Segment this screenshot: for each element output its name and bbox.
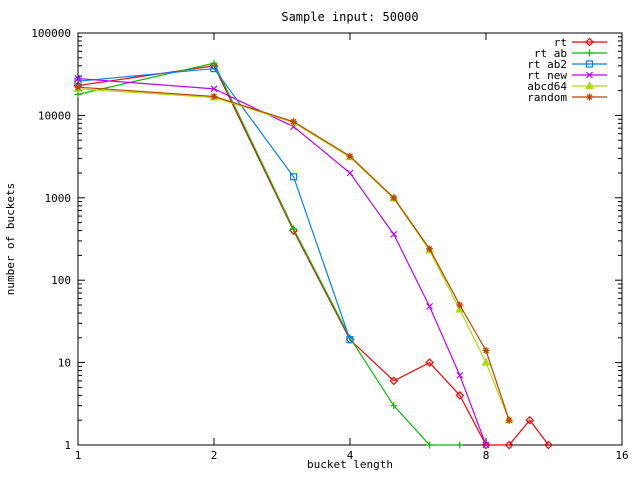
diamond-marker	[504, 440, 514, 450]
square-marker	[210, 64, 218, 73]
series-rt-new	[74, 75, 490, 449]
series-random	[74, 83, 513, 424]
plus-marker	[290, 225, 298, 233]
x-tick-label: 2	[211, 449, 218, 462]
legend-label: rt ab2	[527, 58, 567, 71]
legend-item-rt-ab2: rt ab2	[527, 58, 607, 71]
asterisk-marker	[505, 416, 513, 424]
legend-item-rt-ab: rt ab	[534, 47, 607, 60]
tick-labels: 1 2 4 8 16 1 10 100 1000 10000 100000	[31, 27, 628, 462]
plus-marker	[586, 49, 593, 57]
diamond-marker	[425, 358, 434, 367]
plot-border	[77, 32, 623, 446]
cross-marker	[390, 230, 398, 238]
legend-label: rt ab	[534, 47, 567, 60]
diamond-marker	[544, 440, 553, 450]
chart-title: Sample input: 50000	[281, 10, 418, 24]
y-axis-label: number of buckets	[4, 183, 17, 296]
cross-marker	[346, 169, 354, 177]
y-tick-label: 10	[58, 357, 71, 370]
x-tick-label: 1	[75, 449, 82, 462]
plus-marker	[74, 90, 82, 98]
cross-marker	[426, 303, 433, 310]
series-line	[77, 67, 351, 340]
cross-marker	[456, 371, 464, 379]
triangle-marker	[481, 357, 491, 366]
y-tick-label: 1	[64, 439, 71, 452]
square-marker	[346, 336, 354, 344]
x-axis-label: bucket length	[307, 458, 393, 471]
series-rt-ab	[74, 59, 464, 449]
series-line	[77, 77, 487, 446]
y-tick-label: 1000	[45, 192, 72, 205]
diamond-marker	[455, 391, 465, 400]
asterisk-marker	[482, 347, 490, 355]
diamond-marker	[389, 376, 399, 386]
y-tick-label: 100	[51, 274, 71, 287]
square-marker	[585, 60, 594, 68]
legend-item-rt: rt	[554, 36, 607, 49]
legend-item-abcd64: abcd64	[527, 80, 607, 93]
asterisk-marker	[346, 152, 354, 160]
plus-marker	[346, 334, 354, 342]
asterisk-marker	[74, 83, 82, 91]
legend-label: random	[527, 91, 567, 104]
legend-label: rt	[554, 36, 567, 49]
x-tick-label: 8	[483, 449, 490, 462]
legend-item-random: random	[527, 91, 607, 104]
legend-label: rt new	[527, 69, 567, 82]
cross-marker	[210, 85, 218, 93]
cross-marker	[482, 441, 490, 449]
plus-marker	[390, 402, 398, 410]
diamond-marker	[585, 37, 594, 47]
y-tick-label: 100000	[31, 27, 71, 40]
plus-marker	[456, 441, 464, 449]
x-tick-label: 16	[615, 449, 628, 462]
legend-item-rt-new: rt new	[527, 69, 607, 82]
asterisk-marker	[210, 92, 218, 100]
asterisk-marker	[290, 118, 298, 126]
series-lines	[73, 59, 553, 450]
series-line	[77, 65, 549, 446]
triangle-marker	[585, 80, 594, 89]
y-tick-label: 10000	[38, 109, 71, 122]
diamond-marker	[525, 415, 535, 425]
asterisk-marker	[456, 301, 464, 309]
legend-label: abcd64	[527, 80, 567, 93]
cross-marker	[586, 71, 593, 79]
x-tick-label: 4	[347, 449, 354, 462]
asterisk-marker	[426, 245, 434, 253]
cross-marker	[74, 75, 82, 82]
asterisk-marker	[390, 194, 398, 202]
asterisk-marker	[586, 93, 593, 101]
plus-marker	[426, 441, 434, 449]
square-marker	[289, 173, 298, 181]
